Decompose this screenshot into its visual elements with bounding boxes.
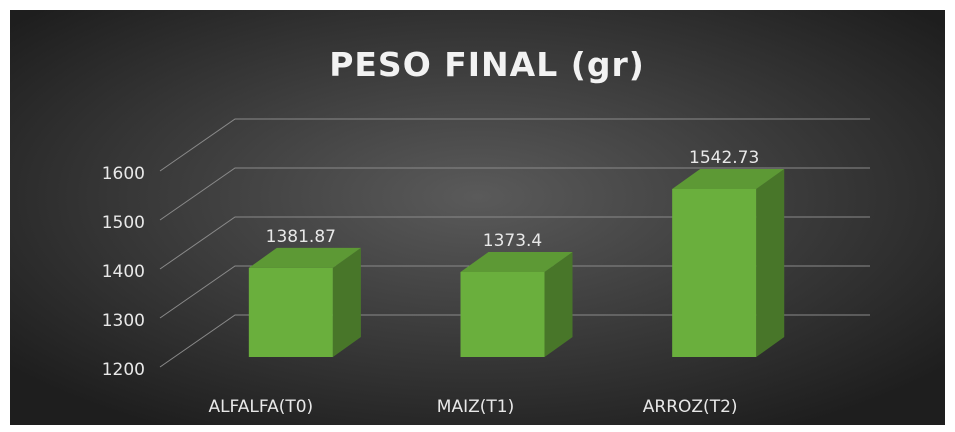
bar-front: [672, 189, 757, 357]
grid-line: [159, 216, 870, 270]
bar-front: [460, 272, 545, 357]
y-tick-label: 1300: [102, 311, 145, 331]
bar: [460, 252, 573, 357]
x-tick-label: ALFALFA(T0): [208, 397, 313, 417]
chart-title: PESO FINAL (gr): [329, 45, 645, 84]
bar-side: [544, 252, 573, 357]
grid-line: [159, 167, 870, 221]
bar-side: [332, 247, 361, 357]
bar-top-shade: [672, 169, 785, 190]
grid-line: [159, 118, 870, 172]
bar: [672, 169, 785, 357]
bar-top-shade: [460, 252, 573, 273]
bar-front: [248, 267, 333, 357]
bar-top-shade: [248, 247, 361, 268]
bar-top: [460, 252, 573, 273]
bar-top: [248, 247, 361, 268]
value-label: 1381.87: [266, 227, 336, 247]
x-tick-label: ARROZ(T2): [643, 397, 738, 417]
y-tick-label: 1400: [102, 262, 145, 282]
bar-side: [756, 169, 785, 357]
y-tick-label: 1500: [102, 213, 145, 233]
grid-line: [159, 314, 870, 368]
bar-top: [672, 169, 785, 190]
value-label: 1373.4: [483, 231, 542, 251]
bar-side-shade: [544, 252, 573, 357]
bar-side-shade: [756, 169, 785, 357]
y-tick-label: 1200: [102, 360, 145, 380]
y-tick-label: 1600: [102, 164, 145, 184]
bar: [248, 247, 361, 357]
x-tick-label: MAIZ(T1): [437, 397, 514, 417]
value-label: 1542.73: [689, 148, 759, 168]
grid-line: [159, 265, 870, 319]
bar-side-shade: [332, 247, 361, 357]
